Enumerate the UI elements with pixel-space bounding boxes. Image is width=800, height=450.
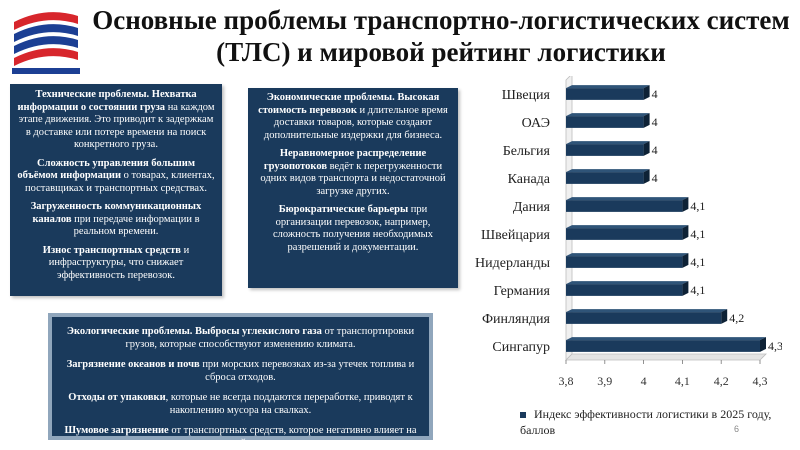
box3-p3-text: , которые не всегда поддаются переработк…: [165, 392, 413, 416]
box1-p2-bold: Сложность управления большим объёмом инф…: [17, 157, 195, 182]
box2-p3-text: при организации перевозок, например, сло…: [273, 204, 433, 253]
bar-top: [566, 169, 650, 173]
legend-label: Индекс эффективности логистики в 2025 го…: [520, 407, 772, 437]
bar: [566, 228, 683, 240]
bar-end: [682, 225, 689, 240]
bar: [566, 116, 644, 128]
logistics-rating-chart: 3,8 3,9 4 4,1 4,2 4,3 4 Швеция 4 ОАЭ 4 Бельгия 4 Кана…: [475, 76, 782, 388]
bar-end: [643, 169, 650, 184]
category-label: Швеция: [502, 88, 551, 103]
box1-p4-text: и инфраструктуры, что снижает эффективно…: [48, 244, 190, 281]
ecological-problems-box: Экологические проблемы. Выбросы углекисл…: [48, 313, 433, 449]
economic-problems-box: Экономические проблемы. Высокая стоимост…: [248, 88, 458, 288]
x-tick-label: 3,9: [597, 374, 612, 388]
bar: [566, 256, 683, 268]
bar-top: [566, 113, 650, 117]
page-title: Основные проблемы транспортно-логистичес…: [92, 5, 790, 67]
logo-icon: [12, 12, 80, 74]
category-label: Нидерланды: [475, 256, 551, 271]
box2-p2-bold: Неравномерное распределение грузопотоков: [263, 148, 427, 172]
legend-swatch: [520, 412, 526, 419]
bar-value-label: 4: [652, 115, 658, 129]
x-tick-label: 4,3: [753, 374, 768, 388]
bar-top: [566, 225, 689, 229]
bar-value-label: 4,1: [690, 255, 705, 269]
box2-p2-text: ведёт к перегруженности одних видов тран…: [260, 160, 446, 197]
bar-end: [760, 337, 766, 352]
box1-p2-text: о товарах, клиентах, поставщиках и транс…: [25, 170, 215, 194]
bar: [566, 88, 644, 100]
bar-end: [643, 113, 650, 128]
bar: [566, 200, 683, 212]
bar-top: [566, 281, 689, 285]
box1-p1-text: на каждом этапе движения. Это приводит к…: [18, 101, 215, 151]
technical-problems-box: Технические проблемы. Нехватка информаци…: [10, 84, 222, 296]
bar-value-label: 4,1: [690, 283, 705, 297]
box1-p1-bold: Технические проблемы. Нехватка информаци…: [17, 89, 197, 113]
bar-end: [682, 253, 689, 268]
bar-top: [566, 197, 689, 201]
bar-value-label: 4: [652, 171, 658, 185]
box3-p1-text: от транспортировки грузов, которые спосо…: [125, 326, 415, 350]
bar-value-label: 4: [652, 143, 658, 157]
category-label: ОАЭ: [522, 116, 550, 131]
bar-end: [682, 281, 689, 296]
bar-value-label: 4,3: [768, 339, 782, 353]
page-number: 6: [734, 424, 740, 434]
category-label: Сингапур: [492, 340, 550, 355]
box3-p3-bold: Отходы от упаковки: [68, 392, 166, 403]
box2-p1-text: и длительное время доставки товаров, кот…: [263, 104, 448, 141]
category-label: Германия: [494, 284, 551, 299]
bar-end: [643, 141, 650, 156]
box3-p2-bold: Загрязнение океанов и почв: [66, 359, 200, 370]
box3-p2-text: при морских перевозках из-за утечек топл…: [199, 359, 415, 383]
box2-p3-bold: Бюрократические барьеры: [278, 204, 409, 215]
bar-top: [566, 337, 766, 341]
bar: [566, 144, 644, 156]
bar-end: [682, 197, 689, 212]
category-label: Бельгия: [503, 144, 551, 159]
x-tick-label: 4,1: [675, 374, 690, 388]
bar-top: [566, 141, 650, 145]
bar-top: [566, 85, 650, 89]
x-tick-label: 4,2: [714, 374, 729, 388]
bar: [566, 172, 644, 184]
box1-p3-text: при передаче информации в реальном време…: [71, 213, 200, 238]
bar: [566, 340, 760, 352]
bar-end: [721, 309, 728, 324]
x-tick-label: 4: [641, 374, 647, 388]
bar-top: [566, 309, 728, 313]
box3-p1-bold: Экологические проблемы. Выбросы углекисл…: [66, 326, 322, 337]
bar-value-label: 4: [652, 87, 658, 101]
bar-value-label: 4,1: [690, 227, 705, 241]
box1-p4-bold: Износ транспортных средств: [42, 244, 181, 256]
box3-p4-text: от транспортных средств, которое негатив…: [168, 425, 417, 449]
chart-floor: [565, 353, 767, 361]
bar-value-label: 4,2: [729, 311, 744, 325]
bar-end: [643, 85, 650, 100]
box3-p4-bold: Шумовое загрязнение: [64, 425, 169, 436]
bar: [566, 284, 683, 296]
bar: [566, 312, 722, 324]
box2-p1-bold: Экономические проблемы. Высокая стоимост…: [258, 92, 440, 116]
bar-top: [566, 253, 689, 257]
x-tick-label: 3,8: [559, 374, 574, 388]
box1-p3-bold: Загруженность коммуникационных каналов: [30, 201, 202, 225]
category-label: Канада: [508, 172, 551, 187]
chart-legend: Индекс эффективности логистики в 2025 го…: [520, 406, 790, 438]
category-label: Швейцария: [481, 228, 551, 243]
category-label: Финляндия: [482, 312, 551, 327]
category-label: Дания: [513, 200, 551, 215]
bar-value-label: 4,1: [690, 199, 705, 213]
